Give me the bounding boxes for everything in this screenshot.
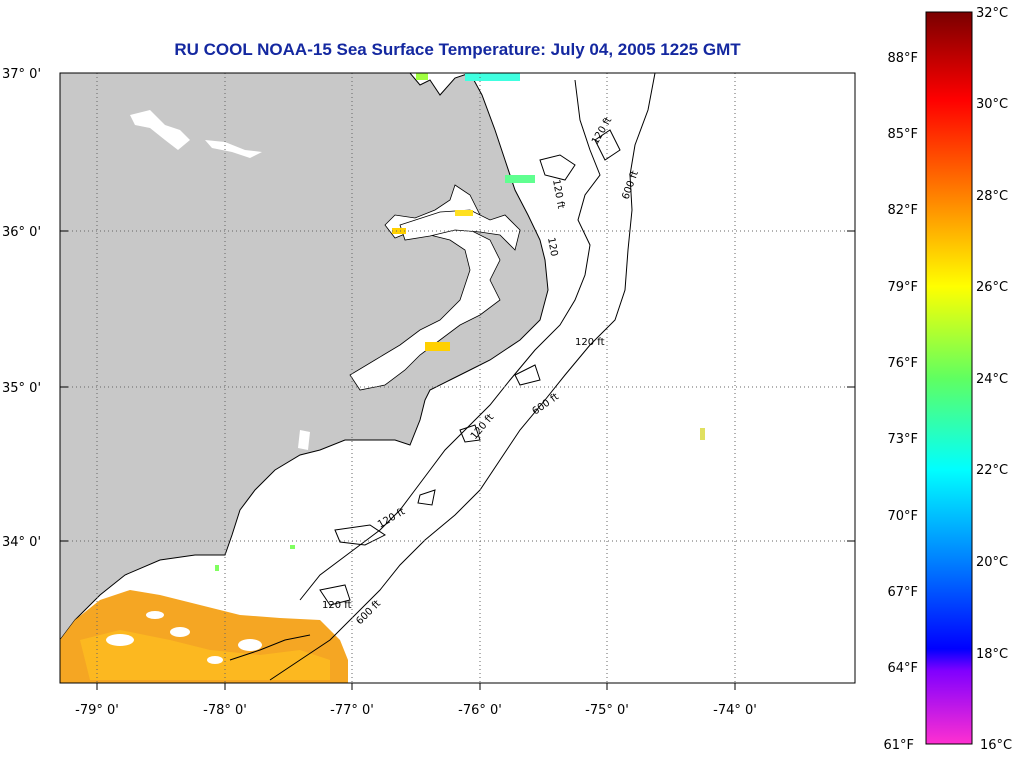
lon-label-74: -74° 0' xyxy=(713,703,757,718)
c-label-24: 24°C xyxy=(976,372,1008,387)
lon-label-78: -78° 0' xyxy=(203,703,247,718)
sst-speckles xyxy=(215,73,705,571)
lat-label-35: 35° 0' xyxy=(2,381,41,396)
cloud-gaps xyxy=(106,611,262,664)
c-label-22: 22°C xyxy=(976,463,1008,478)
f-label-73: 73°F xyxy=(887,432,918,447)
c-label-18: 18°C xyxy=(976,647,1008,662)
lon-label-75: -75° 0' xyxy=(585,703,629,718)
map-title: RU COOL NOAA-15 Sea Surface Temperature:… xyxy=(174,40,741,59)
f-label-88: 88°F xyxy=(887,51,918,66)
pamlico-sound xyxy=(349,184,501,391)
warm-sst-patch-2 xyxy=(80,630,330,680)
colorbar xyxy=(925,11,973,745)
contour-label-3: 120 ft xyxy=(550,179,566,210)
f-label-64: 64°F xyxy=(887,661,918,676)
f-label-82: 82°F xyxy=(887,203,918,218)
lake-2 xyxy=(205,140,262,158)
contour-label-4: 120 xyxy=(545,237,559,258)
c-label-26: 26°C xyxy=(976,280,1008,295)
c-label-30: 30°C xyxy=(976,97,1008,112)
c-label-28: 28°C xyxy=(976,189,1008,204)
axis-ticks xyxy=(60,72,855,690)
c-label-16: 16°C xyxy=(980,738,1012,753)
f-label-67: 67°F xyxy=(887,585,918,600)
f-label-85: 85°F xyxy=(887,127,918,142)
lon-label-77: -77° 0' xyxy=(330,703,374,718)
lake-1 xyxy=(130,110,190,150)
lat-label-36: 36° 0' xyxy=(2,225,41,240)
lon-label-76: -76° 0' xyxy=(458,703,502,718)
map-frame xyxy=(59,72,856,684)
f-label-76: 76°F xyxy=(887,356,918,371)
contour-label-9: 120 ft xyxy=(322,600,352,611)
f-label-70: 70°F xyxy=(887,509,918,524)
f-label-61: 61°F xyxy=(883,738,914,753)
c-label-20: 20°C xyxy=(976,555,1008,570)
lat-label-34: 34° 0' xyxy=(2,535,41,550)
contour-lines xyxy=(229,73,656,681)
river-inlet xyxy=(298,430,310,450)
c-label-32: 32°C xyxy=(976,6,1008,21)
f-label-79: 79°F xyxy=(887,280,918,295)
fahrenheit-labels: 88°F 85°F 82°F 79°F 76°F 73°F 70°F 67°F … xyxy=(883,51,918,753)
gridlines xyxy=(60,73,855,683)
lon-label-79: -79° 0' xyxy=(75,703,119,718)
celsius-labels: 32°C 30°C 28°C 26°C 24°C 22°C 20°C 18°C … xyxy=(976,6,1012,753)
contour-label-5: 120 ft xyxy=(575,337,605,348)
lat-label-37: 37° 0' xyxy=(2,67,41,82)
